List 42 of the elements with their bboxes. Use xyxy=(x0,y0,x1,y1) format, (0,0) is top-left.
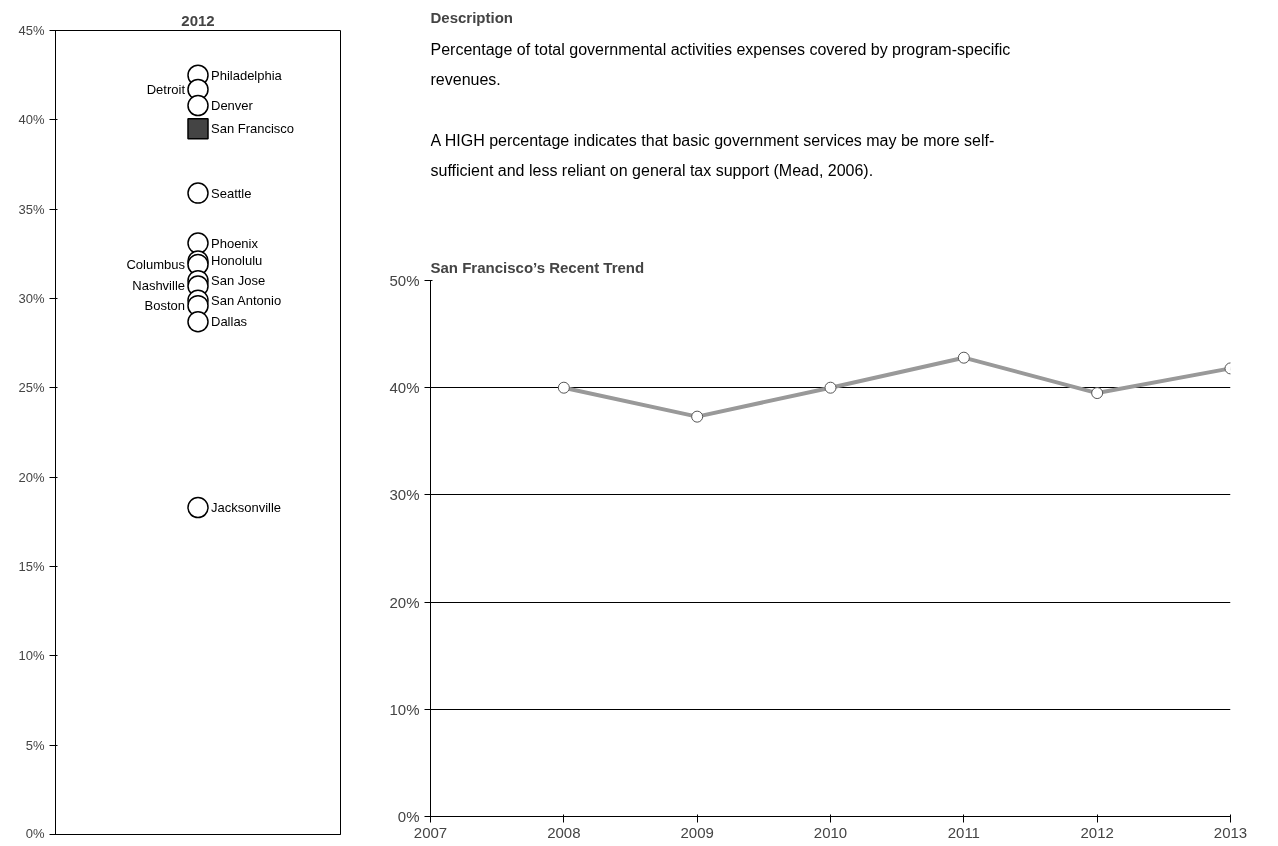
series-label: Philadelphia xyxy=(211,67,283,83)
x-tick-label: 2009 xyxy=(680,823,714,841)
series-label: Columbus xyxy=(126,257,186,273)
x-tick-label: 2011 xyxy=(947,823,980,841)
series-label: Boston xyxy=(144,298,186,314)
series-label: Denver xyxy=(211,98,254,114)
series-label: Nashville xyxy=(132,278,186,294)
series-label: Detroit xyxy=(146,81,186,97)
y-tick-label: 40% xyxy=(389,379,420,397)
y-tick-label: 30% xyxy=(18,291,45,306)
y-tick-label: 20% xyxy=(389,593,420,611)
y-tick-label: 0% xyxy=(397,808,420,825)
y-tick-label: 20% xyxy=(18,469,45,485)
y-tick-label: 30% xyxy=(389,486,420,504)
x-tick-label: 2008 xyxy=(547,823,581,841)
text: A HIGH percentage indicates that basic government services may be more self-sufficient and less reliant on general tax support (Mead, 2006). xyxy=(430,131,995,179)
text: Percentage of total governmental activities expenses covered by program-specific revenues. xyxy=(430,41,1011,89)
y-tick-label: 50% xyxy=(389,272,420,289)
series-label: Phoenix xyxy=(211,235,259,251)
series-label: San Jose xyxy=(211,273,266,289)
y-tick-label: 40% xyxy=(18,112,45,128)
chart-title: 2012 xyxy=(181,11,215,29)
series-label: Jacksonville xyxy=(211,500,282,516)
y-tick-label: 0% xyxy=(25,825,45,841)
text: Description xyxy=(430,8,514,26)
y-tick-label: 5% xyxy=(25,737,45,753)
y-tick-label: 15% xyxy=(18,559,45,574)
series-label: Honolulu xyxy=(211,253,263,269)
x-tick-label: 2010 xyxy=(813,823,848,841)
series-label: San Francisco xyxy=(211,121,295,137)
x-tick-label: 2012 xyxy=(1080,823,1114,841)
series-label: Seattle xyxy=(211,185,252,201)
y-tick-label: 10% xyxy=(18,648,45,664)
chart-title: San Francisco’s Recent Trend xyxy=(430,258,645,276)
x-tick-label: 2013 xyxy=(1213,823,1248,841)
x-tick-label: 2007 xyxy=(413,823,448,841)
y-tick-label: 25% xyxy=(18,380,45,396)
y-tick-label: 35% xyxy=(18,201,45,217)
y-tick-label: 45% xyxy=(18,23,45,38)
series-label: Dallas xyxy=(211,314,248,330)
y-tick-label: 10% xyxy=(389,700,420,718)
series-label: San Antonio xyxy=(211,292,282,308)
